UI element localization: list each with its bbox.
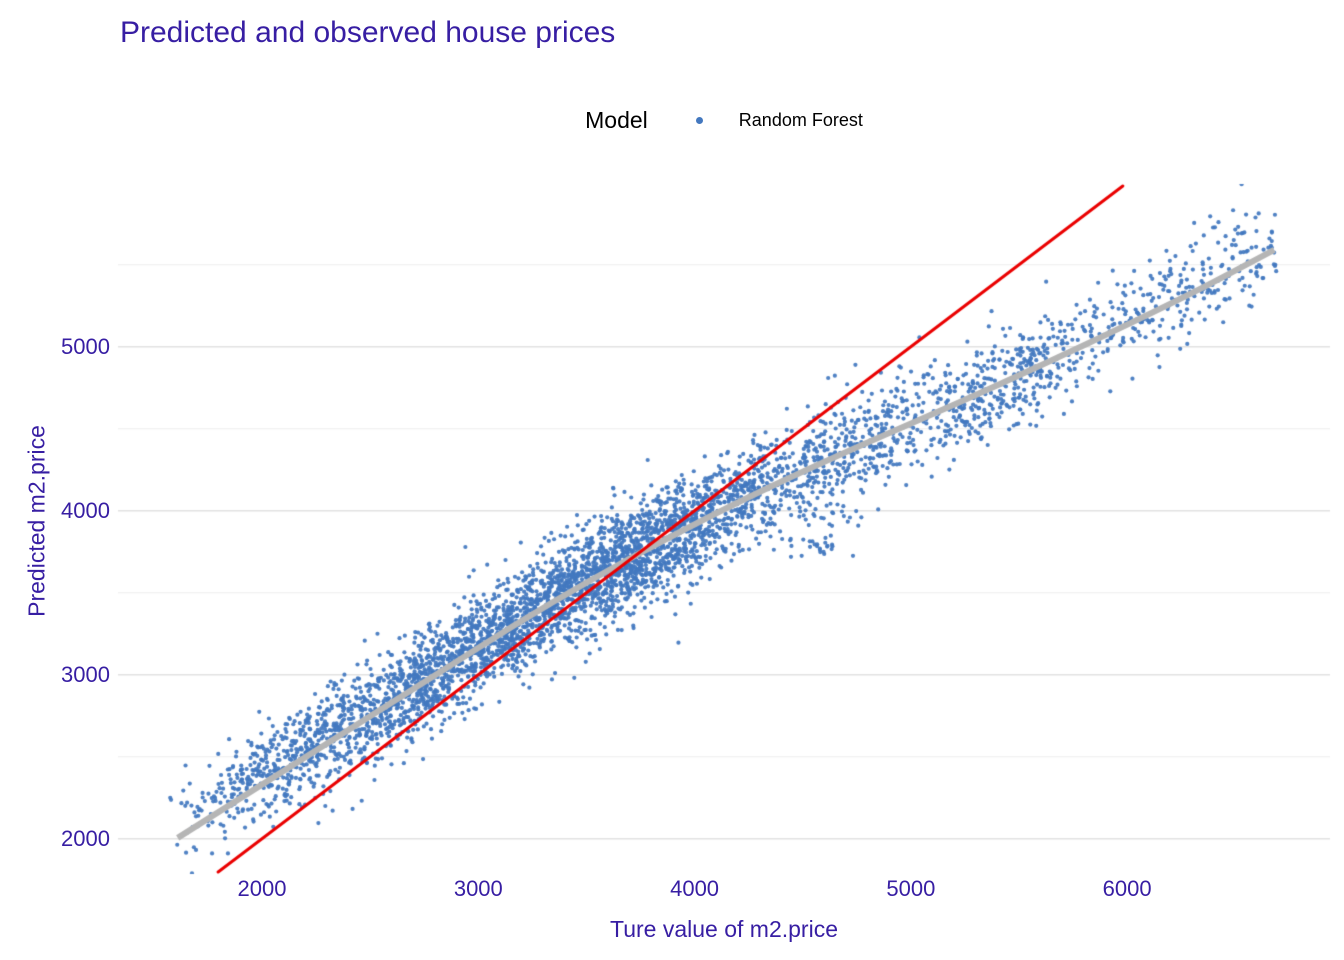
y-axis-title: Predicted m2.price [23, 425, 50, 617]
chart-title: Predicted and observed house prices [120, 16, 616, 49]
legend: Model Random Forest [118, 104, 1330, 136]
y-tick-label: 4000 [61, 497, 110, 523]
legend-series-label: Random Forest [738, 109, 863, 130]
y-tick-label: 2000 [61, 825, 110, 851]
x-axis-title: Ture value of m2.price [610, 916, 838, 942]
x-tick-label: 6000 [1102, 876, 1152, 901]
legend-point-icon [695, 116, 703, 124]
y-tick-label: 5000 [61, 333, 110, 359]
x-tick-label: 3000 [453, 876, 503, 901]
legend-title: Model [585, 106, 648, 133]
x-tick-label: 2000 [237, 876, 287, 901]
x-tick-label: 4000 [670, 876, 720, 901]
y-tick-label: 3000 [61, 661, 110, 687]
x-tick-label: 5000 [886, 876, 936, 901]
